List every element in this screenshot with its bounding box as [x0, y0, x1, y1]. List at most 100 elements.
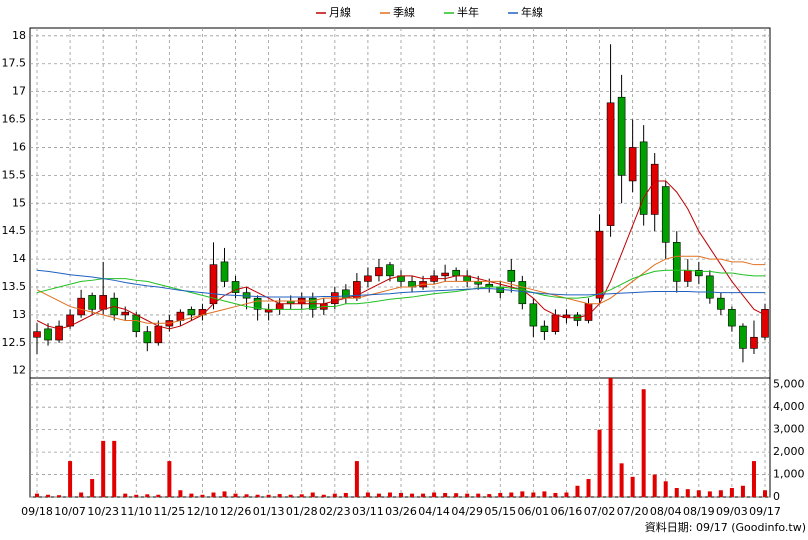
candle-body [364, 275, 372, 282]
candle-body [77, 297, 85, 316]
volume-bar [200, 494, 205, 497]
volume-bar [399, 492, 403, 497]
candle-body [695, 269, 703, 277]
candle-body [176, 311, 185, 321]
volume-bar [167, 461, 172, 497]
volume-bar [685, 489, 690, 497]
x-tick-label: 04/29 [451, 505, 483, 518]
volume-bar [740, 485, 745, 497]
volume-bar [233, 493, 238, 497]
volume-bar [57, 495, 62, 497]
volume-bar [277, 494, 282, 497]
volume-bar [178, 490, 183, 497]
volume-bar [46, 494, 51, 497]
y2-tick-label: 3,000 [773, 423, 805, 436]
y2-tick-label: 4,000 [773, 400, 805, 413]
x-tick-label: 01/13 [253, 505, 285, 518]
volume-bar [410, 493, 415, 497]
volume-bar [332, 493, 337, 497]
candle-body [452, 269, 460, 277]
volume-bar [597, 429, 602, 497]
volume-bar [586, 479, 591, 497]
candle-body [441, 272, 449, 277]
candle-body [44, 328, 52, 341]
y2-tick-label: 2,000 [773, 445, 805, 458]
x-tick-label: 07/20 [617, 505, 649, 518]
volume-bar [343, 492, 348, 497]
volume-bar [751, 461, 756, 497]
x-tick-label: 09/03 [716, 505, 748, 518]
x-tick-label: 04/14 [418, 505, 450, 518]
candle-body [99, 295, 107, 310]
volume-bar [564, 492, 569, 497]
y2-tick-label: 1,000 [773, 468, 805, 481]
x-tick-label: 07/02 [584, 505, 616, 518]
candle-body [220, 261, 229, 282]
candle-body [628, 147, 637, 182]
volume-bar [696, 490, 701, 497]
volume-bar [520, 491, 525, 497]
y-tick-label: 16.5 [2, 113, 27, 126]
candle-body [661, 186, 670, 243]
x-tick-label: 10/23 [87, 505, 119, 518]
volume-bar [498, 492, 503, 497]
candle-body [750, 336, 758, 349]
x-tick-label: 05/15 [484, 505, 516, 518]
volume-bar [79, 492, 84, 497]
candle-body [639, 141, 648, 215]
volume-bar [531, 492, 536, 497]
x-tick-label: 06/01 [518, 505, 550, 518]
volume-bar [553, 492, 558, 497]
volume-bar [266, 494, 271, 497]
volume-bar [189, 493, 194, 497]
candle-body [650, 163, 659, 215]
volume-bar [763, 490, 767, 497]
x-tick-label: 08/19 [683, 505, 715, 518]
candle-body [132, 314, 141, 332]
candle-body [507, 269, 516, 282]
candle-body [551, 314, 560, 332]
volume-bar [299, 494, 304, 497]
candle-body [529, 303, 538, 327]
volume-bar [112, 440, 117, 497]
x-tick-label: 02/23 [319, 505, 351, 518]
y-tick-label: 15 [12, 196, 26, 209]
x-tick-label: 10/07 [54, 505, 86, 518]
volume-bar [288, 494, 293, 497]
volume-bar [641, 389, 646, 497]
volume-bar [542, 491, 547, 497]
volume-bar [123, 493, 128, 497]
ma-line [36, 269, 765, 310]
candle-body [728, 309, 736, 327]
volume-bar [145, 494, 150, 497]
x-tick-label: 09/17 [749, 505, 781, 518]
candle-body [375, 267, 383, 277]
candle-body [121, 311, 130, 316]
x-tick-label: 03/26 [385, 505, 417, 518]
x-tick-label: 06/16 [551, 505, 583, 518]
candle-body [540, 325, 549, 332]
volume-bar [255, 494, 260, 497]
volume-bar [663, 481, 668, 497]
legend-label: 季線 [393, 5, 415, 19]
volume-bar [608, 378, 613, 497]
candle-body [518, 281, 527, 305]
x-tick-label: 12/10 [187, 505, 219, 518]
volume-bar [156, 494, 161, 497]
candle-body [683, 269, 692, 282]
candle-body [55, 325, 63, 341]
y-tick-label: 12.5 [2, 336, 27, 349]
volume-bar [652, 474, 657, 497]
x-tick-label: 09/18 [21, 505, 53, 518]
volume-bar [387, 492, 392, 497]
volume-bar [134, 494, 139, 497]
volume-bar [454, 493, 459, 497]
legend-label: 月線 [329, 5, 351, 19]
volume-bar [619, 463, 624, 497]
x-tick-label: 11/25 [154, 505, 186, 518]
candle-body [231, 281, 240, 293]
y-tick-label: 14.5 [2, 224, 27, 237]
y-tick-label: 16 [12, 140, 26, 153]
candle-body [88, 295, 96, 310]
volume-bar [630, 476, 635, 497]
